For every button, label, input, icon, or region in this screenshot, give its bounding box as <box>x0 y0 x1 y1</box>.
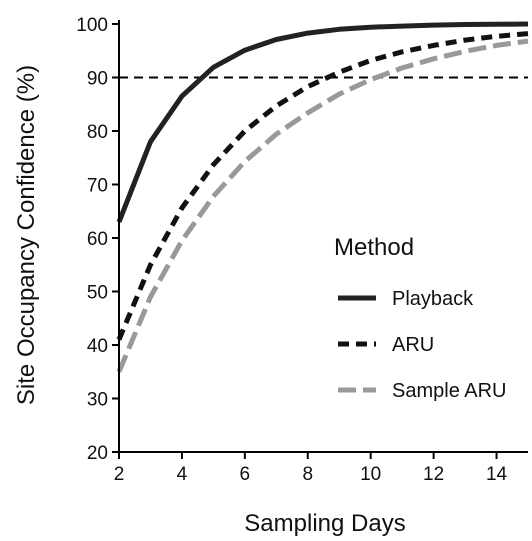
axes-layer: 20 30 40 50 60 70 80 90 100 2 4 6 8 10 12 14 <box>76 15 528 485</box>
x-tick-label: 4 <box>177 464 188 485</box>
legend-label-aru: ARU <box>392 334 434 356</box>
x-tick-label: 6 <box>240 464 251 485</box>
x-tick-label: 8 <box>302 464 313 485</box>
legend: Method Playback ARU Sample ARU <box>334 234 507 402</box>
x-tick-label: 12 <box>423 464 444 485</box>
y-tick-label: 100 <box>76 15 108 36</box>
y-tick-label: 50 <box>87 283 108 304</box>
y-tick-label: 90 <box>87 69 108 90</box>
x-tick-label: 10 <box>360 464 381 485</box>
series-line-aru <box>116 31 529 341</box>
y-tick-label: 60 <box>87 229 108 250</box>
x-tick-label: 2 <box>114 464 125 485</box>
y-tick-label: 20 <box>87 443 108 464</box>
legend-label-playback: Playback <box>392 288 474 310</box>
series-layer <box>116 21 529 373</box>
y-tick-label: 70 <box>87 176 108 197</box>
series-line-sample-aru <box>116 38 529 373</box>
y-axis-title: Site Occupancy Confidence (%) <box>13 65 40 405</box>
legend-label-sample-aru: Sample ARU <box>392 380 507 402</box>
x-tick-label: 14 <box>486 464 508 485</box>
series-line-playback <box>116 21 529 223</box>
legend-title: Method <box>334 234 414 261</box>
x-axis-title: Sampling Days <box>244 510 405 537</box>
y-tick-label: 80 <box>87 122 108 143</box>
y-tick-label: 40 <box>87 336 108 357</box>
y-tick-label: 30 <box>87 390 108 411</box>
